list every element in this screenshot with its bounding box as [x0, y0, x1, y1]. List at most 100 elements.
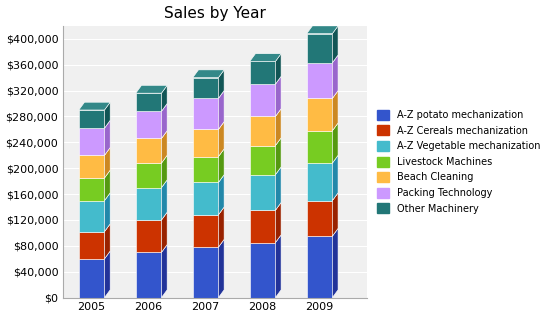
Polygon shape — [162, 180, 167, 220]
Polygon shape — [250, 235, 281, 243]
Polygon shape — [276, 167, 281, 210]
Polygon shape — [193, 183, 218, 215]
Polygon shape — [162, 86, 167, 111]
Polygon shape — [250, 116, 276, 146]
Polygon shape — [193, 207, 224, 215]
Polygon shape — [250, 167, 281, 175]
Polygon shape — [136, 188, 162, 220]
Polygon shape — [276, 235, 281, 298]
Polygon shape — [276, 109, 281, 146]
Polygon shape — [307, 34, 332, 63]
Polygon shape — [104, 193, 110, 232]
Polygon shape — [307, 228, 338, 236]
Polygon shape — [136, 220, 162, 252]
Polygon shape — [193, 129, 218, 156]
Polygon shape — [79, 259, 104, 298]
Polygon shape — [332, 91, 338, 131]
Polygon shape — [79, 102, 110, 110]
Polygon shape — [307, 131, 332, 163]
Polygon shape — [136, 252, 162, 298]
Polygon shape — [193, 121, 224, 129]
Polygon shape — [276, 54, 281, 84]
Polygon shape — [136, 212, 167, 220]
Polygon shape — [218, 239, 224, 298]
Polygon shape — [332, 123, 338, 163]
Polygon shape — [79, 128, 104, 155]
Polygon shape — [193, 215, 218, 247]
Polygon shape — [307, 123, 338, 131]
Polygon shape — [332, 155, 338, 201]
Polygon shape — [193, 156, 218, 183]
Polygon shape — [332, 193, 338, 236]
Polygon shape — [276, 138, 281, 175]
Polygon shape — [250, 138, 281, 146]
Polygon shape — [79, 148, 110, 155]
Polygon shape — [104, 224, 110, 259]
Polygon shape — [218, 121, 224, 156]
Polygon shape — [218, 149, 224, 183]
Polygon shape — [276, 76, 281, 116]
Polygon shape — [250, 203, 281, 210]
Polygon shape — [79, 232, 104, 259]
Polygon shape — [218, 207, 224, 247]
Polygon shape — [79, 178, 104, 201]
Polygon shape — [162, 104, 167, 138]
Polygon shape — [79, 193, 110, 201]
Polygon shape — [250, 175, 276, 210]
Polygon shape — [193, 70, 224, 78]
Polygon shape — [79, 110, 104, 128]
Polygon shape — [307, 236, 332, 298]
Polygon shape — [104, 170, 110, 201]
Polygon shape — [307, 155, 338, 163]
Polygon shape — [79, 251, 110, 259]
Polygon shape — [162, 131, 167, 163]
Polygon shape — [162, 155, 167, 188]
Polygon shape — [193, 78, 218, 98]
Polygon shape — [307, 163, 332, 201]
Polygon shape — [79, 155, 104, 178]
Polygon shape — [307, 63, 332, 98]
Polygon shape — [250, 210, 276, 243]
Title: Sales by Year: Sales by Year — [164, 5, 266, 21]
Polygon shape — [193, 98, 218, 129]
Polygon shape — [136, 86, 167, 93]
Polygon shape — [250, 54, 281, 61]
Polygon shape — [136, 245, 167, 252]
Polygon shape — [104, 120, 110, 155]
Polygon shape — [307, 98, 332, 131]
Polygon shape — [307, 193, 338, 201]
Polygon shape — [307, 55, 338, 63]
Polygon shape — [193, 175, 224, 183]
Polygon shape — [276, 203, 281, 243]
Polygon shape — [307, 91, 338, 98]
Polygon shape — [218, 70, 224, 98]
Polygon shape — [79, 170, 110, 178]
Polygon shape — [332, 228, 338, 298]
Legend: A-Z potato mechanization, A-Z Cereals mechanization, A-Z Vegetable mechanization: A-Z potato mechanization, A-Z Cereals me… — [375, 107, 543, 217]
Polygon shape — [79, 224, 110, 232]
Polygon shape — [162, 245, 167, 298]
Polygon shape — [104, 102, 110, 128]
Polygon shape — [79, 201, 104, 232]
Polygon shape — [250, 146, 276, 175]
Polygon shape — [104, 251, 110, 298]
Polygon shape — [250, 243, 276, 298]
Polygon shape — [307, 201, 332, 236]
Polygon shape — [136, 93, 162, 111]
Polygon shape — [332, 55, 338, 98]
Polygon shape — [250, 84, 276, 116]
Polygon shape — [136, 111, 162, 138]
Polygon shape — [136, 131, 167, 138]
Polygon shape — [136, 163, 162, 188]
Polygon shape — [250, 109, 281, 116]
Polygon shape — [332, 26, 338, 63]
Polygon shape — [218, 91, 224, 129]
Polygon shape — [218, 175, 224, 215]
Polygon shape — [193, 149, 224, 156]
Polygon shape — [136, 104, 167, 111]
Polygon shape — [136, 155, 167, 163]
Polygon shape — [193, 247, 218, 298]
Polygon shape — [136, 138, 162, 163]
Polygon shape — [307, 26, 338, 34]
Polygon shape — [104, 148, 110, 178]
